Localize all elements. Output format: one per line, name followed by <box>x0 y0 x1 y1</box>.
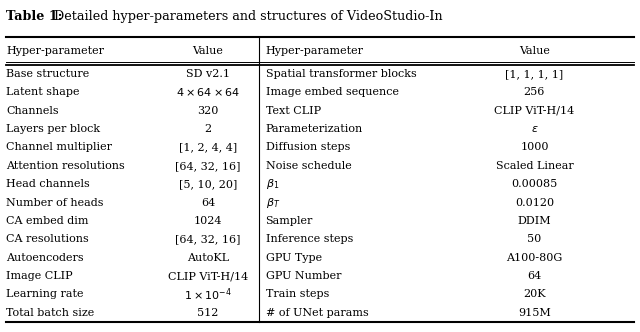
Text: Diffusion steps: Diffusion steps <box>266 142 350 152</box>
Text: 0.00085: 0.00085 <box>511 179 557 189</box>
Text: 1024: 1024 <box>194 216 222 226</box>
Text: Scaled Linear: Scaled Linear <box>495 161 573 171</box>
Text: $\beta_T$: $\beta_T$ <box>266 196 280 209</box>
Text: Channel multiplier: Channel multiplier <box>6 142 113 152</box>
Text: CA resolutions: CA resolutions <box>6 234 89 244</box>
Text: Value: Value <box>193 45 223 56</box>
Text: SD v2.1: SD v2.1 <box>186 69 230 79</box>
Text: GPU Type: GPU Type <box>266 253 322 263</box>
Text: CA embed dim: CA embed dim <box>6 216 89 226</box>
Text: 64: 64 <box>527 271 541 281</box>
Text: Table 1:: Table 1: <box>6 10 63 23</box>
Text: $1 \times 10^{-4}$: $1 \times 10^{-4}$ <box>184 286 232 303</box>
Text: CLIP ViT-H/14: CLIP ViT-H/14 <box>168 271 248 281</box>
Text: 1000: 1000 <box>520 142 548 152</box>
Text: Value: Value <box>519 45 550 56</box>
Text: CLIP ViT-H/14: CLIP ViT-H/14 <box>494 106 575 116</box>
Text: AutoKL: AutoKL <box>187 253 229 263</box>
Text: 256: 256 <box>524 87 545 97</box>
Text: Inference steps: Inference steps <box>266 234 353 244</box>
Text: Layers per block: Layers per block <box>6 124 100 134</box>
Text: Number of heads: Number of heads <box>6 198 104 208</box>
Text: Hyper-parameter: Hyper-parameter <box>6 45 104 56</box>
Text: Attention resolutions: Attention resolutions <box>6 161 125 171</box>
Text: $\epsilon$: $\epsilon$ <box>531 124 538 134</box>
Text: 915M: 915M <box>518 308 551 318</box>
Text: 64: 64 <box>201 198 215 208</box>
Text: Total batch size: Total batch size <box>6 308 95 318</box>
Text: Autoencoders: Autoencoders <box>6 253 84 263</box>
Text: [64, 32, 16]: [64, 32, 16] <box>175 161 241 171</box>
Text: Learning rate: Learning rate <box>6 290 84 299</box>
Text: A100-80G: A100-80G <box>506 253 563 263</box>
Text: [1, 2, 4, 4]: [1, 2, 4, 4] <box>179 142 237 152</box>
Text: [64, 32, 16]: [64, 32, 16] <box>175 234 241 244</box>
Text: # of UNet params: # of UNet params <box>266 308 369 318</box>
Text: $4 \times 64 \times 64$: $4 \times 64 \times 64$ <box>176 86 240 98</box>
Text: 20K: 20K <box>523 290 546 299</box>
Text: $\beta_1$: $\beta_1$ <box>266 177 279 191</box>
Text: Image embed sequence: Image embed sequence <box>266 87 399 97</box>
Text: 512: 512 <box>197 308 219 318</box>
Text: 320: 320 <box>197 106 219 116</box>
Text: 0.0120: 0.0120 <box>515 198 554 208</box>
Text: Latent shape: Latent shape <box>6 87 80 97</box>
Text: Noise schedule: Noise schedule <box>266 161 351 171</box>
Text: DDIM: DDIM <box>518 216 551 226</box>
Text: Spatial transformer blocks: Spatial transformer blocks <box>266 69 417 79</box>
Text: Base structure: Base structure <box>6 69 90 79</box>
Text: Hyper-parameter: Hyper-parameter <box>266 45 364 56</box>
Text: GPU Number: GPU Number <box>266 271 341 281</box>
Text: Image CLIP: Image CLIP <box>6 271 73 281</box>
Text: Text CLIP: Text CLIP <box>266 106 321 116</box>
Text: 50: 50 <box>527 234 541 244</box>
Text: Channels: Channels <box>6 106 59 116</box>
Text: Detailed hyper-parameters and structures of VideoStudio-In: Detailed hyper-parameters and structures… <box>50 10 442 23</box>
Text: 2: 2 <box>204 124 212 134</box>
Text: [1, 1, 1, 1]: [1, 1, 1, 1] <box>505 69 564 79</box>
Text: [5, 10, 20]: [5, 10, 20] <box>179 179 237 189</box>
Text: Train steps: Train steps <box>266 290 329 299</box>
Text: Head channels: Head channels <box>6 179 90 189</box>
Text: Sampler: Sampler <box>266 216 313 226</box>
Text: Parameterization: Parameterization <box>266 124 363 134</box>
